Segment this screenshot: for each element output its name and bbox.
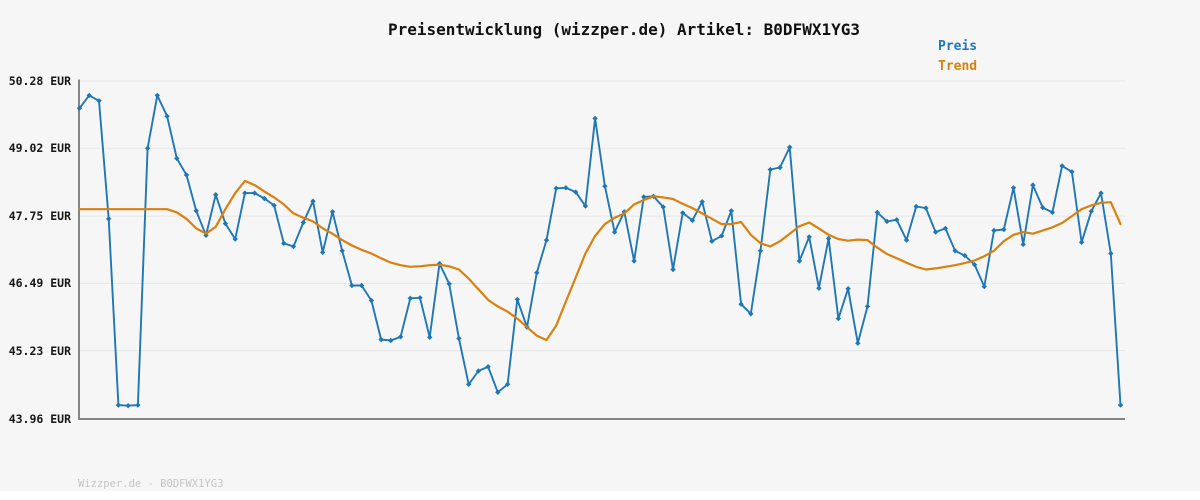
legend-item-trend: Trend — [938, 59, 978, 74]
y-tick-label: 49.02 EUR — [8, 141, 71, 156]
y-tick-label: 43.96 EUR — [8, 411, 71, 426]
price-markers — [76, 92, 1124, 409]
watermark-text: Wizzper.de - B0DFWX1YG3 — [78, 478, 224, 490]
y-tick-label: 46.49 EUR — [8, 276, 71, 291]
page-title: Preisentwicklung (wizzper.de) Artikel: B… — [387, 20, 860, 39]
y-tick-label: 50.28 EUR — [8, 74, 71, 88]
y-tick-label: 47.75 EUR — [8, 209, 71, 224]
footer-spacer — [0, 491, 1200, 500]
legend-item-preis: Preis — [938, 39, 978, 54]
price-line — [78, 94, 1122, 407]
trend-line — [78, 179, 1122, 342]
y-tick-label: 45.23 EUR — [8, 343, 71, 358]
